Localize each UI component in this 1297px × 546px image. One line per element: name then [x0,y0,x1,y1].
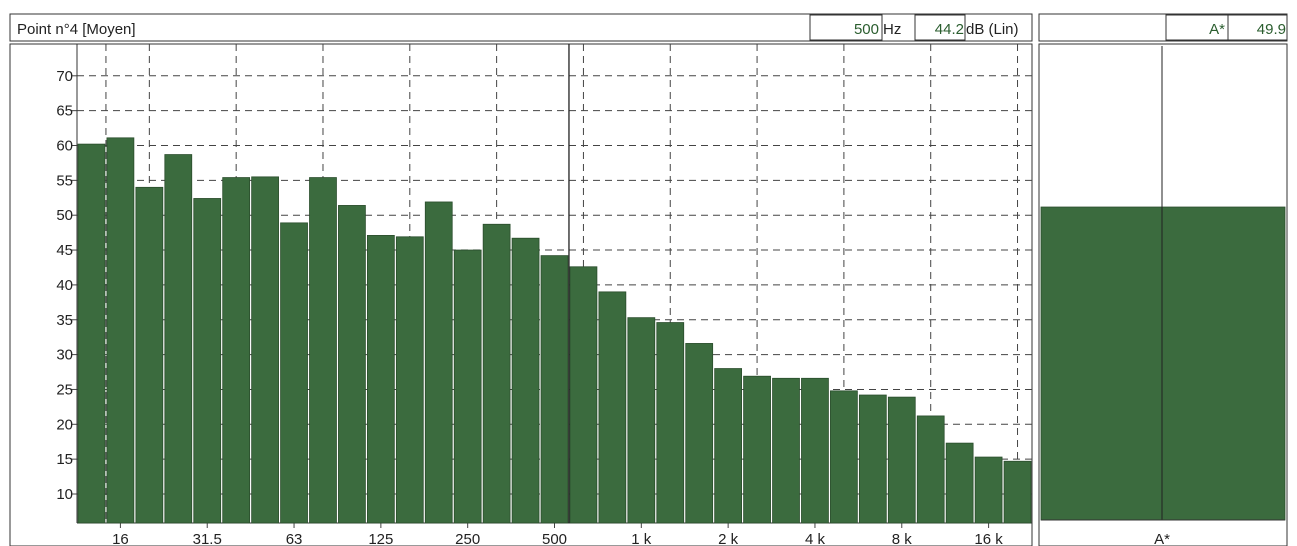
y-tick-label: 50 [56,207,73,224]
spectrum-bar[interactable] [395,236,424,524]
global-value: 49.9 [1257,21,1286,38]
cursor-freq-unit: Hz [883,21,901,38]
spectrum-bar[interactable] [164,154,193,524]
x-tick-label: 63 [286,531,303,546]
y-tick-label: 10 [56,486,73,503]
y-tick-label: 60 [56,138,73,155]
spectrum-bar[interactable] [1003,460,1032,524]
spectrum-bar[interactable] [338,205,366,524]
cursor-freq-value: 500 [854,21,879,38]
x-tick-labels: 16 31.5 63 125 250 500 1 k 2 k 4 k 8 k 16 k [112,531,1003,546]
spectrum-bars [77,137,1032,524]
spectrum-bar[interactable] [280,222,308,524]
y-tick-label: 55 [56,172,73,189]
global-value-box [1227,14,1288,41]
y-tick-label: 25 [56,381,73,398]
spectrum-bar[interactable] [540,255,569,524]
spectrum-bar[interactable] [916,415,945,524]
x-tick-label: 500 [542,531,567,546]
spectrum-bar[interactable] [482,223,511,524]
cursor-level-value: 44.2 [935,21,964,38]
global-label: A* [1209,21,1225,38]
spectrum-bar[interactable] [945,442,974,524]
spectrum-bar[interactable] [627,317,656,524]
spectrum-bar[interactable] [801,377,829,524]
spectrum-bar[interactable] [251,176,279,524]
spectrum-bar[interactable] [309,177,337,524]
y-tick-label: 45 [56,242,73,259]
spectrum-bar[interactable] [424,201,453,524]
spectrum-bar[interactable] [772,377,800,524]
cursor-freq-box[interactable] [809,14,883,41]
y-tick-label: 15 [56,451,73,468]
spectrum-bar[interactable] [106,137,135,524]
global-x-label: A* [1154,531,1170,546]
y-tick-label: 70 [56,68,73,85]
spectrum-bar[interactable] [743,375,771,524]
global-level-bar[interactable] [1040,206,1286,521]
spectrum-bar[interactable] [222,177,251,524]
x-tick-label: 8 k [892,531,913,546]
y-tick-label: 35 [56,312,73,329]
spectrum-bar[interactable] [714,368,743,524]
x-tick-label: 16 [112,531,129,546]
spectrum-bar[interactable] [193,198,222,524]
spectrum-bar[interactable] [830,390,858,524]
x-tick-label: 4 k [805,531,826,546]
spectrum-bar[interactable] [656,322,685,524]
spectrum-bar[interactable] [77,143,106,524]
spectrum-bar[interactable] [366,235,395,524]
y-tick-label: 65 [56,103,73,120]
x-tick-label: 1 k [631,531,652,546]
x-tick-label: 16 k [974,531,1003,546]
spectrum-bar[interactable] [858,394,887,524]
header-title: Point n°4 [Moyen] [17,21,136,38]
x-tick-label: 31.5 [193,531,222,546]
spectrum-bar[interactable] [685,343,714,524]
y-tick-label: 40 [56,277,73,294]
spectrum-bar[interactable] [135,186,164,524]
spectrum-bar[interactable] [569,266,598,524]
spectrum-bar[interactable] [974,456,1003,524]
y-tick-labels: 10 15 20 25 30 35 40 45 50 55 60 65 70 [56,68,73,503]
spectrum-bar[interactable] [453,249,482,524]
x-tick-label: 125 [368,531,393,546]
y-tick-label: 20 [56,416,73,433]
global-bar-panel [1040,46,1286,521]
cursor-level-box[interactable] [914,14,966,41]
cursor-level-unit: dB (Lin) [966,21,1019,38]
spectrum-bar[interactable] [598,291,627,524]
y-tick-label: 30 [56,347,73,364]
spectrum-bar[interactable] [887,396,916,524]
spectrum-bar[interactable] [511,237,540,524]
x-tick-label: 250 [455,531,480,546]
global-label-box [1165,14,1229,41]
x-tick-label: 2 k [718,531,739,546]
